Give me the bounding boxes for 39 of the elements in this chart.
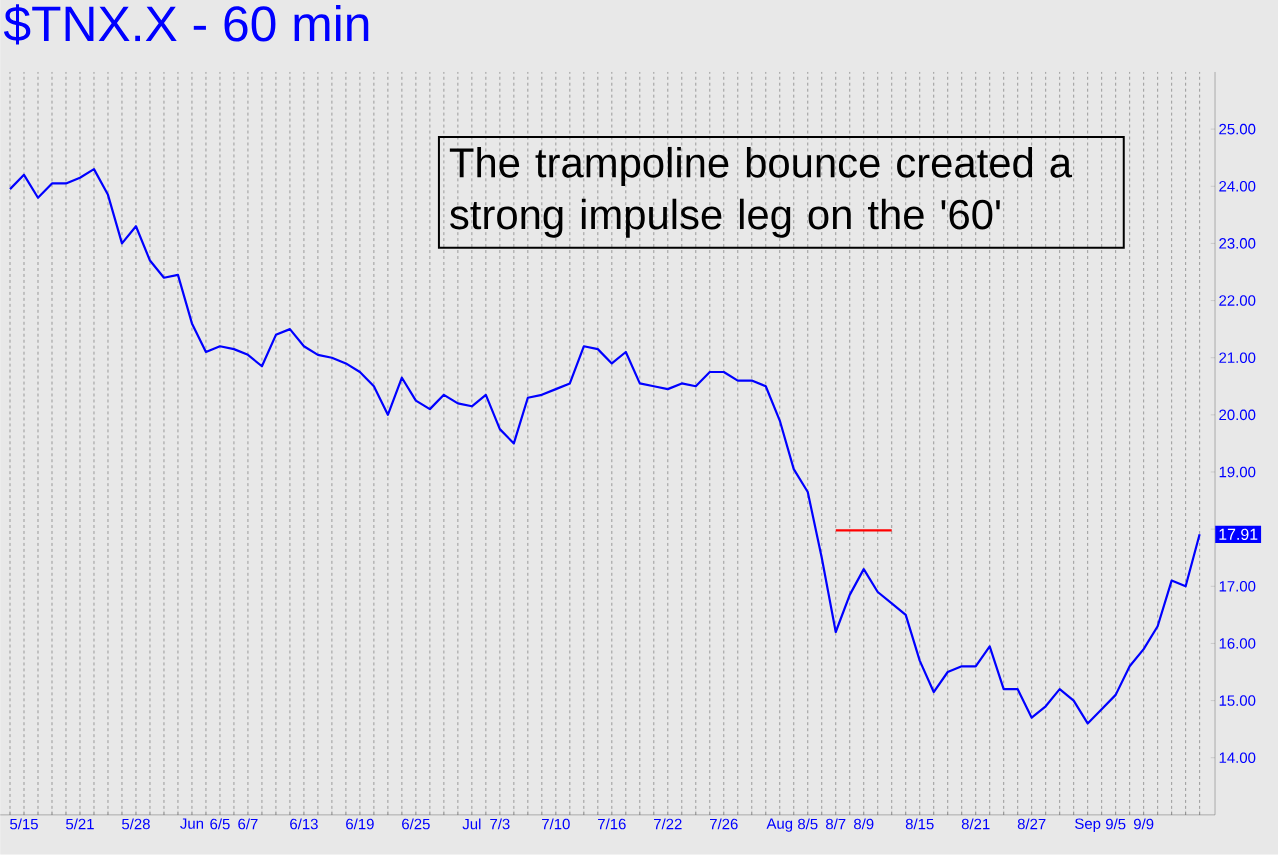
- annotation: The trampoline bounce created a strong impulse leg on the '60': [449, 146, 1073, 238]
- x-tick-label: 8/7: [826, 818, 846, 830]
- y-tick-label: 14.00: [1219, 752, 1256, 764]
- y-tick-label: 19.00: [1219, 466, 1256, 478]
- x-tick-label: 6/5: [210, 818, 230, 830]
- x-tick-label: 8/9: [854, 818, 874, 830]
- y-tick-label: 21.00: [1219, 352, 1256, 364]
- x-tick-label: 8/5: [798, 818, 818, 830]
- x-tick-label: 8/21: [961, 818, 990, 830]
- x-tick-label: 7/3: [490, 818, 510, 830]
- x-tick-label: Jun: [180, 818, 204, 829]
- y-tick-label: 23.00: [1219, 238, 1256, 249]
- y-tick-label: 24.00: [1219, 181, 1256, 192]
- x-tick-label: 7/10: [542, 818, 570, 830]
- y-tick-label: 15.00: [1219, 695, 1256, 706]
- x-tick-label: 9/5: [1105, 818, 1126, 830]
- x-tick-label: 7/22: [654, 818, 682, 830]
- x-tick-label: 6/7: [238, 818, 258, 830]
- y-tick-label: 20.00: [1219, 409, 1256, 421]
- x-tick-label: 5/15: [10, 818, 38, 830]
- x-tick-label: 5/28: [122, 818, 150, 830]
- text: 17.91: [1219, 528, 1258, 540]
- x-tick-label: 8/15: [905, 818, 934, 830]
- x-tick-label: Jul: [462, 818, 481, 830]
- x-tick-label: 6/25: [402, 818, 430, 830]
- x-tick-label: Aug: [766, 818, 793, 832]
- x-tick-label: Sep: [1075, 818, 1101, 832]
- x-tick-label: 5/21: [66, 818, 94, 830]
- x-tick-label: 7/16: [598, 818, 626, 830]
- x-tick-label: 7/26: [710, 818, 738, 830]
- y-tick-label: 22.00: [1219, 295, 1256, 306]
- x-tick-label: 6/19: [346, 818, 374, 830]
- x-tick-label: 6/13: [290, 818, 318, 830]
- y-tick-label: 25.00: [1219, 123, 1256, 135]
- x-tick-label: 9/9: [1133, 818, 1154, 830]
- x-tick-label: 8/27: [1017, 818, 1046, 830]
- chart-title: $TNX.X - 60 min: [3, 4, 369, 45]
- y-tick-label: 17.00: [1219, 581, 1256, 592]
- y-tick-label: 16.00: [1219, 638, 1256, 649]
